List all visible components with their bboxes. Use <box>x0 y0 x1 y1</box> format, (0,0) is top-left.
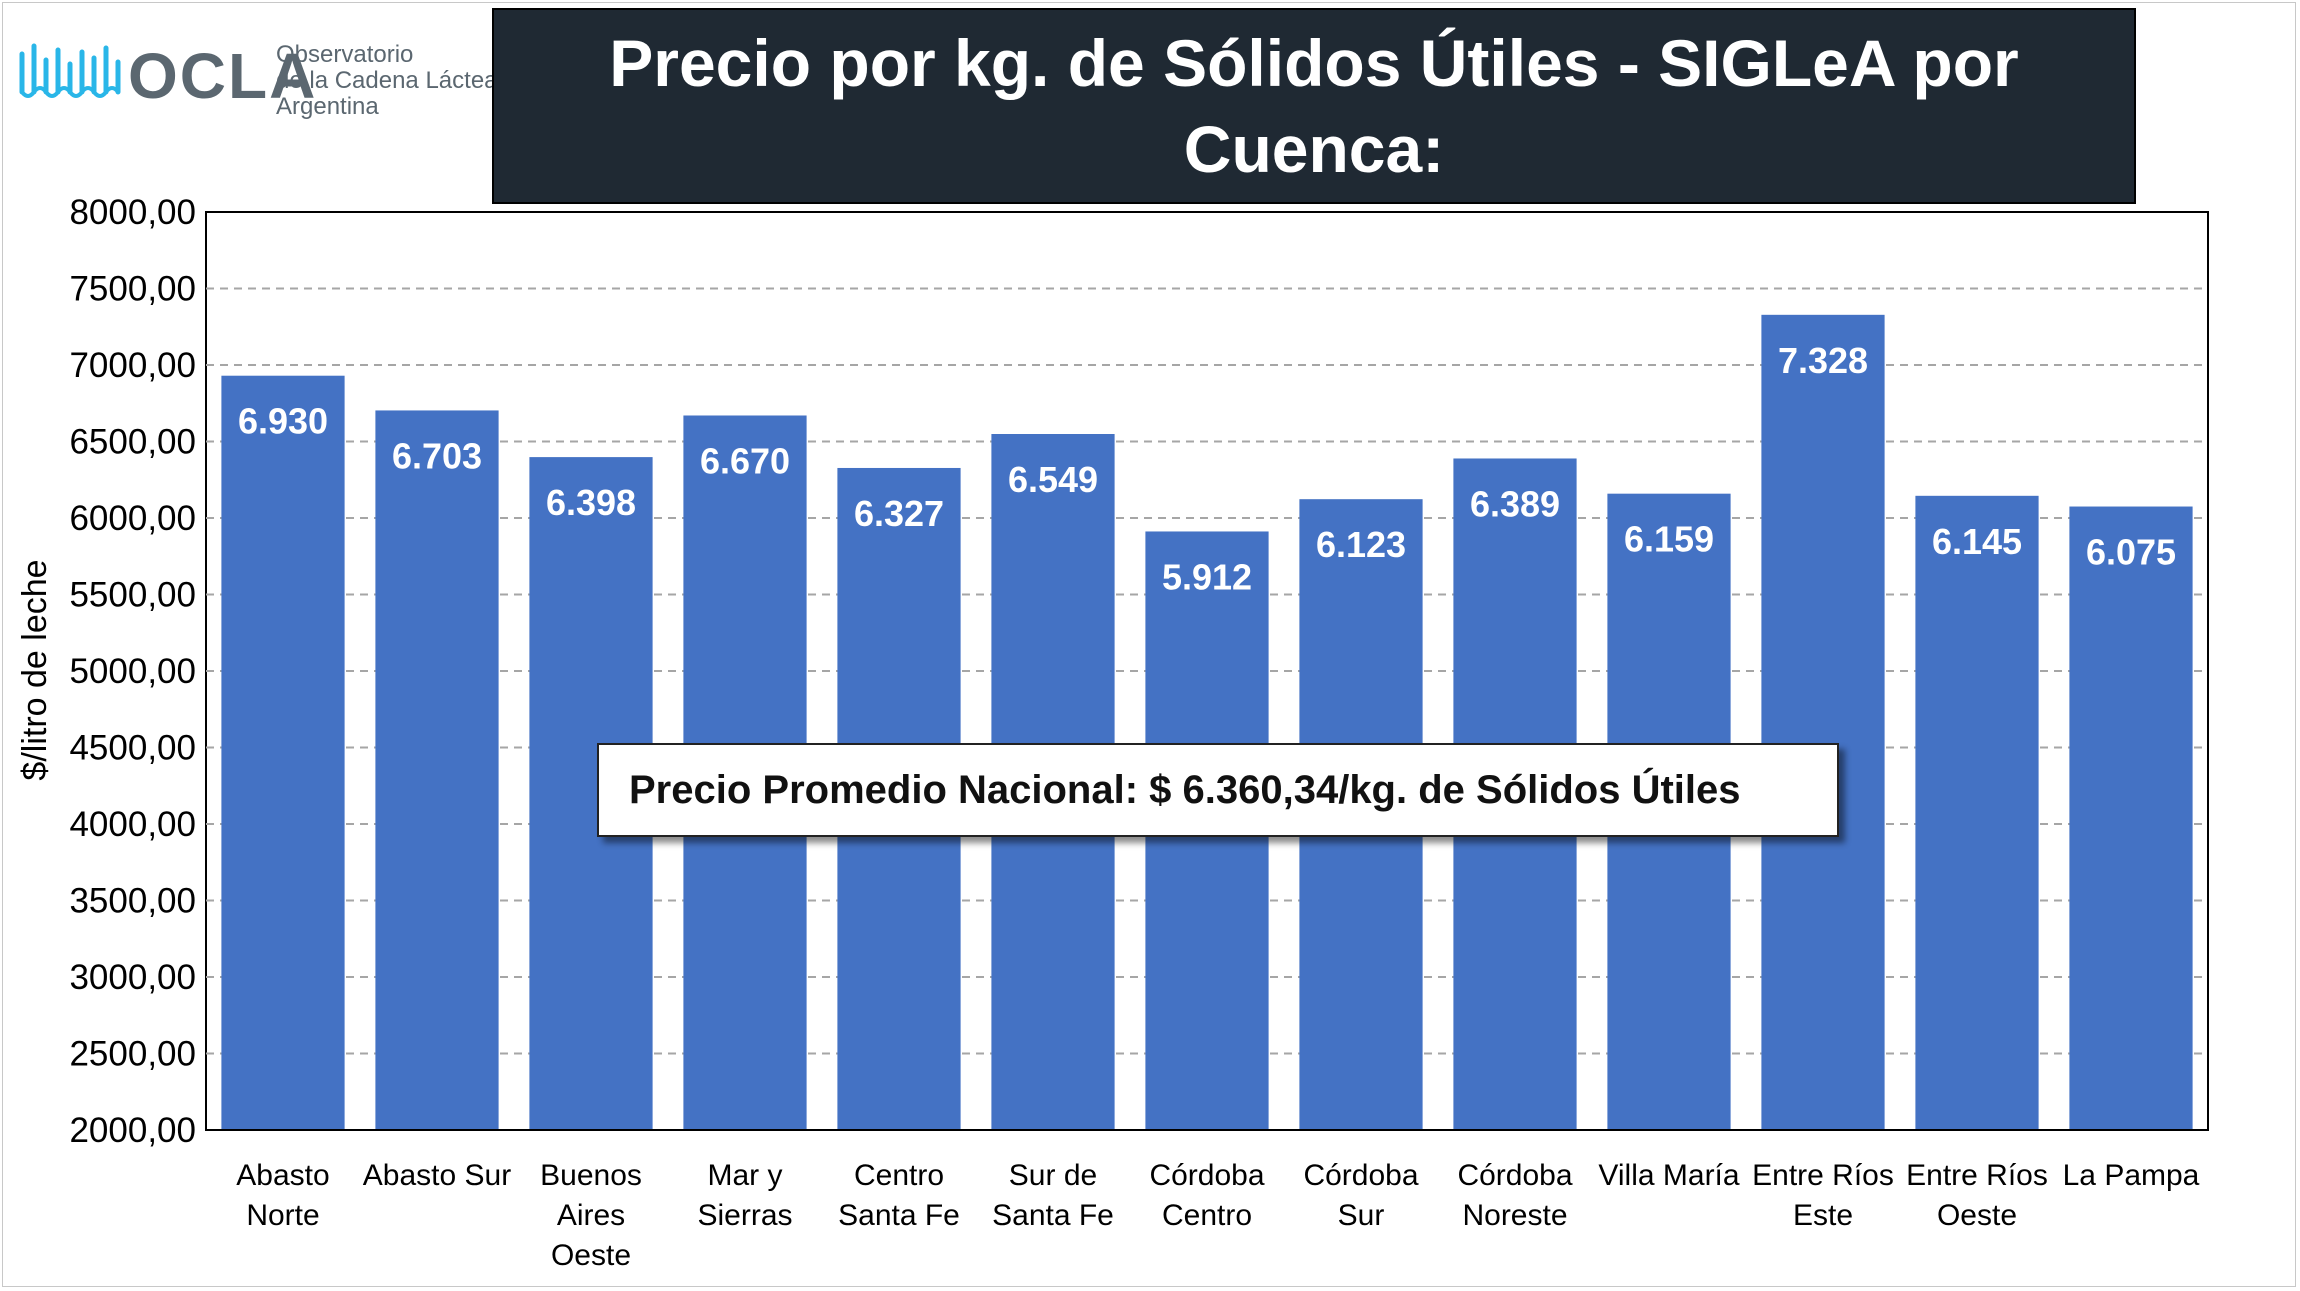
y-tick-label: 5000,00 <box>69 652 196 691</box>
data-label: 6.145 <box>1932 521 2022 562</box>
x-category-label: Buenos Aires Oeste <box>540 1159 642 1272</box>
data-labels: 6.930 6.703 6.398 6.670 6.327 6.549 5.912 6.123… <box>238 340 2176 598</box>
logo-word: OCLA <box>128 40 318 112</box>
data-label: 6.670 <box>700 440 790 481</box>
x-category-label: Córdoba Noreste <box>1457 1159 1572 1232</box>
x-category-label-line: Este <box>1793 1199 1853 1232</box>
x-category-label-line: Centro <box>854 1159 944 1192</box>
x-category-label: Córdoba Centro <box>1149 1159 1264 1232</box>
y-tick-label: 2000,00 <box>69 1111 196 1150</box>
x-category-label-line: Aires <box>557 1199 625 1232</box>
x-category-label-line: Centro <box>1162 1199 1252 1232</box>
y-tick-label: 4000,00 <box>69 805 196 844</box>
y-tick-label: 3500,00 <box>69 882 196 921</box>
x-category-label: Entre Ríos Oeste <box>1906 1159 2048 1232</box>
bar <box>1761 314 1885 1130</box>
x-category-label-line: Villa María <box>1598 1159 1739 1192</box>
y-tick-label: 8000,00 <box>69 193 196 232</box>
x-category-label-line: Noreste <box>1462 1199 1567 1232</box>
y-tick-label: 6000,00 <box>69 499 196 538</box>
x-category-label: La Pampa <box>2063 1159 2200 1192</box>
data-label: 6.075 <box>2086 532 2176 573</box>
data-label: 6.549 <box>1008 459 1098 500</box>
y-tick-label: 7500,00 <box>69 270 196 309</box>
x-category-label: Entre Ríos Este <box>1752 1159 1894 1232</box>
x-category-label-line: Sur <box>1338 1199 1385 1232</box>
x-category-label-line: Norte <box>246 1199 319 1232</box>
x-category-label-line: Córdoba <box>1303 1159 1418 1192</box>
bar <box>1915 495 2039 1130</box>
data-label: 6.327 <box>854 493 944 534</box>
bar <box>2069 506 2193 1130</box>
x-category-label-line: Santa Fe <box>838 1199 960 1232</box>
x-category-label-line: Córdoba <box>1457 1159 1572 1192</box>
x-category-label-line: Abasto Sur <box>363 1159 511 1192</box>
x-category-label-line: Córdoba <box>1149 1159 1264 1192</box>
x-category-label: Sur de Santa Fe <box>992 1159 1114 1232</box>
ocla-logo: OCLA Observatorio de la Cadena Láctea Ar… <box>18 38 498 128</box>
data-label: 7.328 <box>1778 340 1868 381</box>
x-category-label-line: Sur de <box>1009 1159 1097 1192</box>
bar <box>221 375 345 1131</box>
x-category-label-line: Entre Ríos <box>1752 1159 1894 1192</box>
x-category-label-line: Buenos <box>540 1159 642 1192</box>
bar <box>375 410 499 1130</box>
data-label: 6.703 <box>392 435 482 476</box>
x-category-label-line: Sierras <box>697 1199 792 1232</box>
national-average-annotation: Precio Promedio Nacional: $ 6.360,34/kg.… <box>597 743 1839 837</box>
data-label: 6.930 <box>238 401 328 442</box>
data-label: 5.912 <box>1162 556 1252 597</box>
x-category-label: Abasto Sur <box>363 1159 511 1192</box>
logo-line-3: Argentina <box>276 93 379 120</box>
data-label: 6.159 <box>1624 519 1714 560</box>
chart-title-box: Precio por kg. de Sólidos Útiles - SIGLe… <box>492 8 2136 272</box>
x-category-label-line: Oeste <box>551 1239 631 1272</box>
y-axis-label: $/litro de leche <box>16 559 54 780</box>
y-tick-label: 2500,00 <box>69 1035 196 1074</box>
y-tick-label: 4500,00 <box>69 729 196 768</box>
x-category-label-line: Abasto <box>236 1159 329 1192</box>
y-tick-label: 3000,00 <box>69 958 196 997</box>
x-category-label: Abasto Norte <box>236 1159 329 1232</box>
x-category-label-line: La Pampa <box>2063 1159 2200 1192</box>
x-category-label: Córdoba Sur <box>1303 1159 1418 1232</box>
x-category-label-line: Mar y <box>708 1159 783 1192</box>
x-category-label: Centro Santa Fe <box>838 1159 960 1232</box>
y-tick-labels: 2000,00 2500,00 3000,00 3500,00 4000,00 4500,… <box>69 193 196 1150</box>
x-category-label-line: Santa Fe <box>992 1199 1114 1232</box>
chart-title-line-1: Precio por kg. de Sólidos Útiles - SIGLe… <box>609 26 2019 186</box>
x-category-label-line: Oeste <box>1937 1199 2017 1232</box>
x-category-label: Villa María <box>1598 1159 1739 1192</box>
data-label: 6.398 <box>546 482 636 523</box>
logo-line-2: de la Cadena Láctea <box>276 67 498 94</box>
data-label: 6.123 <box>1316 524 1406 565</box>
x-category-label-line: Entre Ríos <box>1906 1159 2048 1192</box>
logo-line-1: Observatorio <box>276 41 414 68</box>
x-category-labels: Abasto Norte Abasto Sur Buenos Aires Oeste Mar… <box>236 1159 2199 1272</box>
y-tick-label: 6500,00 <box>69 423 196 462</box>
x-category-label: Mar y Sierras <box>697 1159 792 1232</box>
data-label: 6.389 <box>1470 483 1560 524</box>
bars <box>221 314 2193 1131</box>
ocla-wave-icon <box>19 43 121 98</box>
y-tick-label: 7000,00 <box>69 346 196 385</box>
y-tick-label: 5500,00 <box>69 576 196 615</box>
